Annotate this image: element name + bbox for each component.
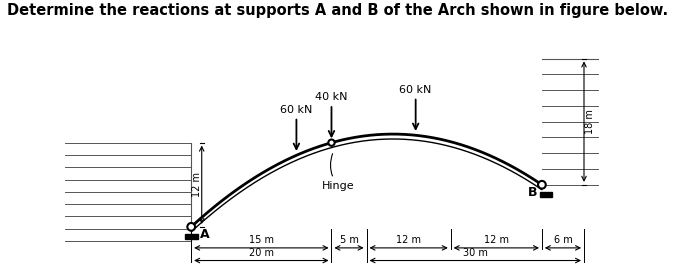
Text: A: A bbox=[200, 228, 209, 241]
Text: Hinge: Hinge bbox=[322, 154, 355, 191]
Text: 18 m: 18 m bbox=[585, 109, 594, 134]
Text: 12 m: 12 m bbox=[396, 235, 421, 245]
Text: 60 kN: 60 kN bbox=[280, 105, 313, 115]
Text: 5 m: 5 m bbox=[340, 235, 358, 245]
Bar bbox=[185, 234, 198, 239]
Text: 12 m: 12 m bbox=[192, 172, 202, 197]
Bar bbox=[540, 192, 552, 197]
Text: B: B bbox=[528, 186, 538, 199]
Text: 15 m: 15 m bbox=[249, 235, 274, 245]
Text: 60 kN: 60 kN bbox=[399, 85, 432, 95]
Circle shape bbox=[188, 223, 195, 231]
Text: Determine the reactions at supports A and B of the Arch shown in figure below.: Determine the reactions at supports A an… bbox=[7, 3, 668, 18]
Text: 30 m: 30 m bbox=[463, 248, 487, 258]
Text: 6 m: 6 m bbox=[554, 235, 572, 245]
Circle shape bbox=[328, 140, 334, 146]
Text: 12 m: 12 m bbox=[484, 235, 509, 245]
Circle shape bbox=[538, 181, 546, 188]
Text: 20 m: 20 m bbox=[249, 248, 274, 258]
Text: 40 kN: 40 kN bbox=[315, 92, 348, 102]
